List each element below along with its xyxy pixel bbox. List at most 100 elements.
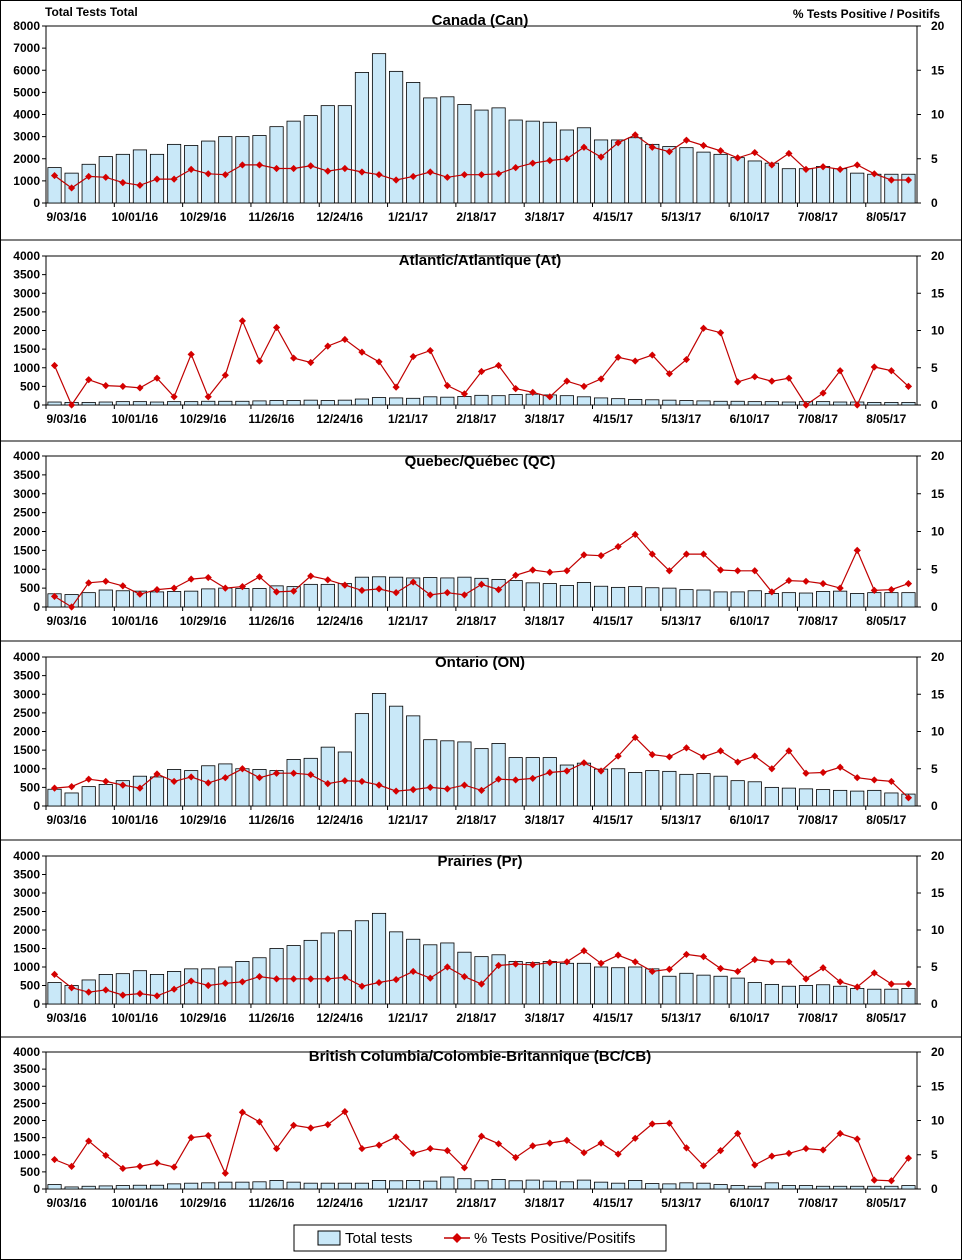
bar-total-tests (679, 1182, 694, 1190)
marker-percent-positive (375, 585, 383, 593)
marker-percent-positive (204, 1131, 212, 1140)
bar-total-tests (303, 939, 318, 1005)
marker-percent-positive (136, 384, 144, 392)
left-axis-tick-label: 2000 (13, 725, 40, 739)
bar-total-tests (235, 136, 250, 204)
bar-total-tests (64, 1186, 79, 1190)
marker-percent-positive (443, 382, 451, 390)
bar-total-tests (371, 1180, 387, 1190)
marker-percent-positive (494, 170, 503, 178)
marker-percent-positive (68, 1162, 76, 1170)
bar-total-tests (645, 587, 660, 608)
bar-total-tests (525, 962, 540, 1005)
marker-percent-positive (699, 753, 708, 761)
bar-total-tests (628, 772, 643, 807)
left-axis-tick-label: 1000 (13, 361, 40, 375)
left-axis-tick-label: 4000 (13, 249, 40, 263)
marker-percent-positive (580, 759, 588, 767)
bar-total-tests (662, 587, 677, 608)
bar-total-tests (457, 104, 472, 204)
marker-percent-positive (836, 367, 844, 375)
x-axis-tick-label: 6/10/17 (730, 614, 770, 628)
marker-percent-positive (341, 164, 349, 173)
marker-percent-positive (512, 960, 520, 968)
x-axis-tick-label: 4/15/17 (593, 1011, 633, 1025)
marker-percent-positive (870, 586, 878, 594)
marker-percent-positive (494, 586, 503, 594)
marker-percent-positive (460, 591, 469, 599)
x-axis-tick-label: 8/05/17 (866, 1196, 906, 1210)
marker-percent-positive (802, 401, 810, 409)
x-axis-tick-label: 2/18/17 (456, 1011, 496, 1025)
marker-percent-positive (768, 765, 776, 773)
marker-percent-positive (887, 1177, 895, 1185)
bar-total-tests (457, 741, 472, 807)
bar-total-tests (713, 153, 728, 204)
bar-total-tests (867, 173, 882, 204)
bar-total-tests (576, 1179, 592, 1190)
x-axis-tick-label: 4/15/17 (593, 412, 633, 426)
right-axis-tick-label: 20 (931, 650, 945, 664)
bar-total-tests (457, 1178, 472, 1190)
marker-percent-positive (426, 1144, 434, 1153)
bar-total-tests (645, 1183, 660, 1190)
right-axis-tick-label: 0 (931, 600, 938, 614)
x-axis-tick-label: 5/13/17 (661, 412, 701, 426)
marker-percent-positive (716, 329, 725, 337)
marker-percent-positive (290, 1121, 298, 1129)
marker-percent-positive (785, 576, 793, 585)
left-axis-tick-label: 3000 (13, 687, 40, 701)
marker-percent-positive (68, 184, 76, 192)
marker-percent-positive (136, 1162, 144, 1170)
marker-percent-positive (904, 980, 913, 988)
x-axis-tick-label: 10/01/16 (111, 813, 158, 827)
marker-percent-positive (597, 153, 605, 161)
marker-percent-positive (853, 983, 861, 991)
right-axis-title: % Tests Positive / Positifs (793, 7, 940, 21)
right-axis-tick-label: 0 (931, 997, 938, 1011)
marker-percent-positive (529, 566, 537, 574)
bar-total-tests (816, 591, 831, 608)
right-axis-tick-label: 10 (931, 923, 945, 937)
x-axis-tick-label: 10/29/16 (180, 210, 227, 224)
marker-percent-positive (904, 794, 913, 802)
marker-percent-positive (546, 958, 554, 967)
bar-total-tests (320, 746, 335, 807)
bar-total-tests (167, 401, 182, 406)
marker-percent-positive (341, 581, 349, 589)
x-axis-tick-label: 9/03/16 (46, 813, 86, 827)
bar-total-tests (781, 1185, 796, 1190)
bar-total-tests (628, 137, 643, 204)
x-axis-tick-label: 9/03/16 (46, 1011, 86, 1025)
bar-total-tests (389, 1180, 404, 1190)
bar-total-tests (337, 399, 352, 406)
x-axis-tick-label: 8/05/17 (866, 1011, 906, 1025)
x-axis-tick-label: 2/18/17 (456, 210, 496, 224)
marker-percent-positive (904, 382, 913, 390)
marker-percent-positive (341, 973, 349, 981)
right-axis-tick-label: 5 (931, 1148, 938, 1162)
marker-percent-positive (631, 733, 639, 742)
bar-total-tests (884, 173, 899, 204)
left-axis-tick-label: 7000 (13, 41, 40, 55)
marker-percent-positive (307, 771, 315, 779)
bar-total-tests (611, 768, 626, 807)
bar-total-tests (252, 588, 267, 608)
bar-total-tests (696, 589, 711, 608)
x-axis-tick-label: 10/29/16 (180, 412, 227, 426)
bar-total-tests (730, 1185, 745, 1190)
left-axis-tick-label: 3000 (13, 886, 40, 900)
marker-percent-positive (392, 1133, 400, 1141)
x-axis-tick-label: 12/24/16 (316, 1011, 363, 1025)
left-axis-tick-label: 1000 (13, 174, 40, 188)
left-axis-tick-label: 2500 (13, 305, 40, 319)
left-axis-tick-label: 500 (20, 379, 40, 393)
x-axis-tick-label: 12/24/16 (316, 813, 363, 827)
left-axis-tick-label: 500 (20, 581, 40, 595)
marker-percent-positive (512, 1153, 520, 1162)
bar-total-tests (81, 401, 96, 406)
right-axis-tick-label: 20 (931, 1045, 945, 1059)
marker-percent-positive (563, 767, 571, 775)
marker-percent-positive (477, 786, 486, 794)
bar-total-tests (184, 770, 199, 807)
